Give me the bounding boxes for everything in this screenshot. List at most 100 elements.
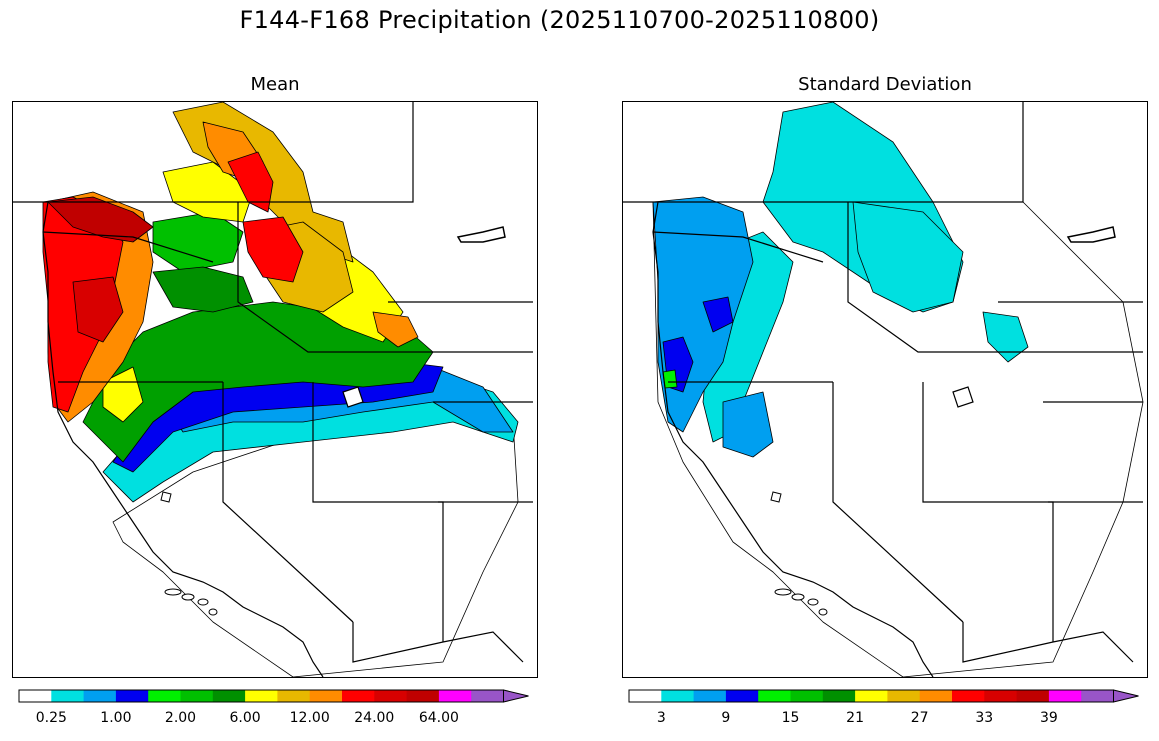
cbar-mean-swatch (148, 690, 181, 702)
cbar-mean-swatch (277, 690, 311, 702)
mean-region-red-id2 (242, 216, 304, 283)
mean-region-green-main (82, 301, 434, 463)
cbar-mean-swatch (471, 690, 504, 702)
cbar-mean-swatch (115, 690, 149, 702)
cbar-std-swatch (661, 690, 695, 702)
std-island-3 (807, 598, 819, 606)
cbar-mean-tick-label: 24.00 (354, 710, 395, 726)
std-region-cyan-mt (852, 201, 964, 313)
cbar-mean-swatch (406, 690, 440, 702)
mean-border-mt (237, 202, 533, 353)
mean-border-ca-nv (222, 382, 354, 623)
std-colorbar (628, 689, 1139, 703)
mean-region-orange-id (372, 311, 419, 348)
cbar-mean-tick-label: 0.25 (35, 710, 67, 726)
std-panel-title: Standard Deviation (798, 74, 972, 95)
mean-region-red-id (227, 151, 274, 213)
mean-region-darkred-olympic (47, 196, 154, 243)
cbar-mean-swatch (51, 690, 85, 702)
cbar-std-swatch (1081, 690, 1114, 702)
cbar-mean-swatch (83, 690, 117, 702)
mean-island-1 (164, 588, 182, 596)
cbar-std-extend-arrow (1113, 689, 1139, 703)
mean-island-4 (208, 608, 218, 616)
std-island-2 (791, 593, 805, 601)
cbar-mean-swatch (245, 690, 278, 702)
cbar-std-tick-label: 27 (910, 710, 929, 726)
std-region-lightblue-ca (722, 391, 774, 458)
cbar-std-swatch (693, 690, 727, 702)
std-border-canada (623, 102, 1024, 203)
cbar-std-tick-label: 15 (781, 710, 800, 726)
mean-island-2 (181, 593, 195, 601)
std-island-1 (774, 588, 792, 596)
mean-border-canada (13, 102, 414, 203)
cbar-std-swatch (919, 690, 953, 702)
std-lake-flathead (1066, 226, 1116, 243)
cbar-std-swatch (1016, 690, 1050, 702)
mean-coastline (42, 201, 324, 677)
std-border-ca-nv (832, 382, 964, 623)
mean-map (12, 101, 538, 678)
cbar-std-swatch (984, 690, 1018, 702)
cbar-mean-extend-arrow (503, 689, 529, 703)
cbar-mean-tick-label: 1.00 (100, 710, 132, 726)
cbar-std-tick-label: 9 (721, 710, 731, 726)
cbar-mean-tick-label: 2.00 (164, 710, 197, 726)
std-map (622, 101, 1148, 678)
cbar-std-outline (628, 689, 1114, 703)
mean-region-red-or (72, 276, 124, 343)
mean-lake-tahoe (160, 491, 172, 503)
mean-panel-title: Mean (250, 74, 300, 95)
mean-island-3 (197, 598, 209, 606)
cbar-mean-swatch (180, 690, 214, 702)
cbar-std-tick-label: 33 (975, 710, 994, 726)
cbar-mean-swatch (309, 690, 343, 702)
cbar-std-swatch (855, 690, 888, 702)
std-island-4 (818, 608, 828, 616)
cbar-std-swatch (1048, 690, 1082, 702)
cbar-std-swatch (725, 690, 759, 702)
cbar-std-tick-label: 21 (846, 710, 865, 726)
mean-region-yellow-3 (102, 366, 144, 423)
mean-border-wy (388, 301, 533, 503)
cbar-std-tick-label: 3 (656, 710, 666, 726)
mean-map-svg (13, 102, 533, 677)
std-map-svg (623, 102, 1144, 677)
figure-title: F144-F168 Precipitation (2025110700-2025… (239, 6, 880, 34)
mean-region-green-north (152, 266, 254, 313)
cbar-std-swatch (952, 690, 985, 702)
mean-lake-flathead (456, 226, 506, 243)
mean-lake-great-salt (342, 386, 364, 408)
std-border-id-ut (922, 382, 1054, 642)
std-lake-great-salt (952, 386, 974, 408)
cbar-mean-swatch (212, 690, 246, 702)
cbar-std-swatch (629, 690, 662, 702)
std-border-mt (847, 202, 1143, 353)
mean-border-id-ut (312, 382, 444, 642)
cbar-mean-swatch (374, 690, 408, 702)
cbar-mean-swatch (342, 690, 375, 702)
cbar-mean-tick-label: 6.00 (229, 710, 261, 726)
mean-border-wa-or (42, 231, 214, 263)
cbar-std-swatch (822, 690, 856, 702)
cbar-std-tick-label: 39 (1039, 710, 1058, 726)
cbar-mean-tick-label: 64.00 (418, 710, 459, 726)
cbar-mean-tick-label: 12.00 (289, 710, 330, 726)
std-lake-tahoe (770, 491, 782, 503)
std-border-wy (998, 301, 1143, 503)
std-border-wa-or (652, 231, 824, 263)
mean-colorbar (18, 689, 529, 703)
cbar-mean-swatch (438, 690, 472, 702)
cbar-mean-outline (18, 689, 504, 703)
mean-region-brightgreen (152, 211, 244, 273)
std-coastline (652, 201, 934, 677)
cbar-std-swatch (887, 690, 921, 702)
mean-border-az (352, 622, 524, 663)
cbar-std-swatch (758, 690, 791, 702)
std-region-cyan-id (982, 311, 1029, 363)
cbar-std-swatch (790, 690, 824, 702)
std-border-az (962, 622, 1134, 663)
cbar-mean-swatch (19, 690, 52, 702)
std-region-blue2 (702, 296, 734, 333)
